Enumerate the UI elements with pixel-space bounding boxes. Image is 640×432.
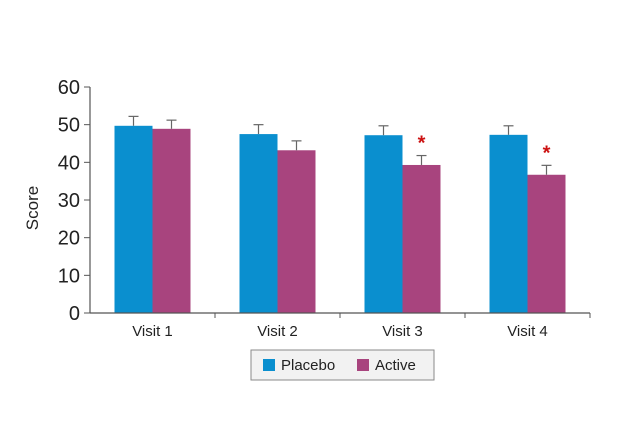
y-axis-ticks: 0 10 20 30 40 50 60 <box>58 77 90 325</box>
y-tick-label: 0 <box>69 303 80 325</box>
significance-marker: * <box>543 142 551 164</box>
x-category-label: Visit 2 <box>257 323 298 340</box>
y-axis-title: Score <box>23 186 42 230</box>
category-labels: Visit 1 Visit 2 Visit 3 Visit 4 <box>132 323 548 340</box>
x-category-label: Visit 3 <box>382 323 423 340</box>
significance-marker: * <box>418 133 426 155</box>
legend-swatch-active <box>357 359 369 371</box>
x-category-label: Visit 1 <box>132 323 173 340</box>
bar-active <box>527 174 566 313</box>
y-tick-label: 20 <box>58 228 80 250</box>
y-tick-label: 50 <box>58 115 80 137</box>
legend: Placebo Active <box>250 349 435 381</box>
bar-placebo <box>239 134 278 313</box>
legend-label-placebo: Placebo <box>281 357 335 374</box>
bar-placebo <box>114 125 153 314</box>
bar-placebo <box>364 135 403 313</box>
y-tick-label: 30 <box>58 190 80 212</box>
legend-label-active: Active <box>375 357 416 374</box>
y-tick-label: 40 <box>58 152 80 174</box>
bar-active <box>402 164 441 313</box>
axes <box>89 87 591 318</box>
y-tick-label: 10 <box>58 265 80 287</box>
legend-swatch-placebo <box>263 359 275 371</box>
bar-placebo <box>489 134 528 313</box>
bars: * * <box>114 115 566 314</box>
bar-active <box>277 150 316 313</box>
y-tick-label: 60 <box>58 77 80 99</box>
bar-active <box>152 128 191 313</box>
x-category-label: Visit 4 <box>507 323 548 340</box>
legend-box <box>250 349 435 381</box>
